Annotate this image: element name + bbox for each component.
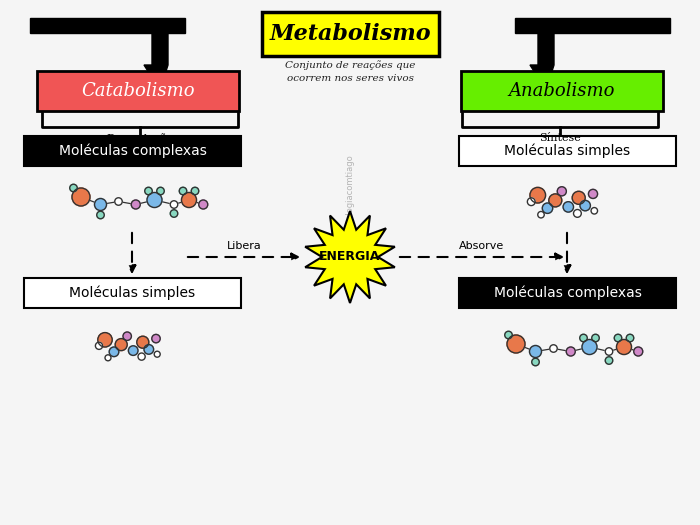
Circle shape — [170, 201, 178, 208]
Circle shape — [95, 342, 103, 350]
FancyBboxPatch shape — [461, 71, 663, 111]
Circle shape — [128, 346, 138, 355]
Circle shape — [144, 344, 153, 354]
Circle shape — [582, 340, 597, 354]
FancyBboxPatch shape — [459, 278, 676, 308]
Text: Conjunto de reações que
ocorrem nos seres vivos: Conjunto de reações que ocorrem nos sere… — [286, 60, 416, 83]
FancyBboxPatch shape — [24, 278, 241, 308]
Circle shape — [98, 333, 112, 347]
Polygon shape — [144, 33, 168, 90]
Circle shape — [527, 198, 535, 206]
Circle shape — [154, 351, 160, 357]
Text: Libera: Libera — [227, 241, 261, 251]
Polygon shape — [305, 211, 395, 303]
Text: ENERGIA: ENERGIA — [319, 250, 381, 264]
Circle shape — [115, 198, 122, 205]
Circle shape — [617, 340, 631, 354]
Circle shape — [179, 187, 187, 195]
Circle shape — [557, 187, 566, 196]
Circle shape — [634, 347, 643, 356]
Text: Moléculas simples: Moléculas simples — [505, 144, 631, 158]
Circle shape — [538, 212, 545, 218]
Circle shape — [72, 188, 90, 206]
Circle shape — [94, 198, 106, 211]
Circle shape — [145, 187, 153, 195]
Circle shape — [147, 193, 162, 207]
Circle shape — [532, 358, 539, 366]
FancyBboxPatch shape — [37, 71, 239, 111]
FancyBboxPatch shape — [459, 136, 676, 166]
Circle shape — [123, 332, 132, 340]
Circle shape — [615, 334, 622, 342]
Circle shape — [563, 202, 573, 212]
Circle shape — [580, 201, 590, 211]
Circle shape — [152, 334, 160, 343]
Circle shape — [181, 193, 197, 207]
Circle shape — [505, 331, 512, 339]
Circle shape — [626, 334, 634, 342]
Text: Metabolismo: Metabolismo — [270, 23, 431, 45]
Text: @biologiacomtiago: @biologiacomtiago — [346, 155, 354, 235]
Circle shape — [199, 200, 208, 209]
Circle shape — [191, 187, 199, 195]
Circle shape — [70, 184, 77, 192]
Circle shape — [105, 355, 111, 361]
Circle shape — [542, 203, 553, 213]
Circle shape — [589, 190, 598, 198]
Circle shape — [573, 209, 581, 217]
FancyBboxPatch shape — [262, 12, 439, 56]
Text: Absorve: Absorve — [459, 241, 505, 251]
Circle shape — [592, 334, 599, 342]
Polygon shape — [530, 33, 554, 90]
Circle shape — [132, 200, 140, 209]
Polygon shape — [515, 18, 670, 33]
FancyBboxPatch shape — [24, 136, 241, 166]
Circle shape — [550, 345, 557, 352]
Circle shape — [157, 187, 164, 195]
Circle shape — [566, 347, 575, 356]
Circle shape — [580, 334, 587, 342]
Circle shape — [109, 347, 119, 356]
Text: Anabolismo: Anabolismo — [509, 82, 615, 100]
Circle shape — [606, 357, 612, 364]
Circle shape — [507, 335, 525, 353]
Text: Síntese: Síntese — [539, 133, 581, 143]
Circle shape — [116, 339, 127, 351]
Circle shape — [549, 194, 562, 207]
Circle shape — [529, 345, 542, 358]
Circle shape — [591, 207, 598, 214]
Circle shape — [170, 210, 178, 217]
Text: Catabolismo: Catabolismo — [81, 82, 195, 100]
Text: Moléculas complexas: Moléculas complexas — [494, 286, 641, 300]
Circle shape — [606, 348, 612, 355]
Circle shape — [136, 336, 149, 348]
Circle shape — [138, 353, 145, 360]
Circle shape — [530, 187, 545, 203]
Text: Moléculas simples: Moléculas simples — [69, 286, 195, 300]
Circle shape — [97, 211, 104, 219]
Polygon shape — [30, 18, 185, 33]
Text: Degradação: Degradação — [106, 133, 174, 144]
Text: Moléculas complexas: Moléculas complexas — [59, 144, 206, 158]
Circle shape — [572, 191, 585, 204]
